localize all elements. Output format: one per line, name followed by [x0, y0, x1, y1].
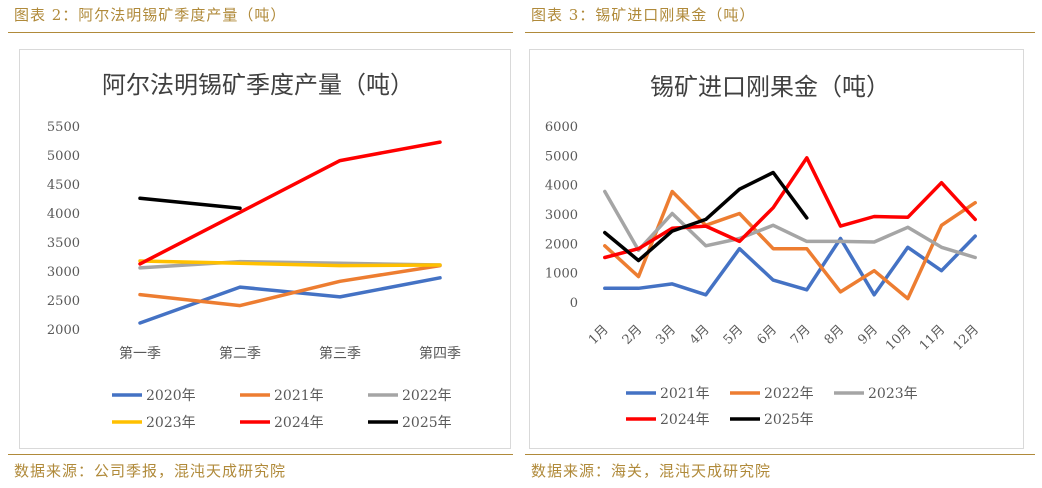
- x-tick-label: 7月: [788, 322, 814, 348]
- x-tick-label: 第三季: [319, 345, 361, 362]
- y-tick-label: 5000: [47, 149, 80, 164]
- x-tick-label: 3月: [653, 322, 679, 348]
- legend-label: 2025年: [764, 412, 814, 428]
- left-source-text: 数据来源：公司季报，混沌天成研究院: [14, 462, 287, 480]
- right-source-rule: [525, 454, 1035, 455]
- y-tick-label: 1000: [545, 267, 578, 282]
- series-line-2021年: [603, 234, 977, 297]
- series-line-2024年: [603, 156, 977, 260]
- chart-title: 锡矿进口刚果金（吨）: [650, 73, 890, 101]
- series-line-2023年: [138, 259, 442, 268]
- legend-label: 2023年: [868, 386, 918, 402]
- series-line-2024年: [138, 140, 442, 266]
- left-caption-rule: [8, 32, 513, 33]
- series-line-2025年: [603, 170, 809, 263]
- x-tick-label: 9月: [855, 322, 881, 348]
- legend-label: 2020年: [146, 388, 196, 404]
- x-tick-label: 10月: [883, 322, 914, 353]
- legend-label: 2024年: [274, 415, 324, 431]
- x-tick-label: 1月: [586, 322, 612, 348]
- left-figure-caption: 图表 2：阿尔法明锡矿季度产量（吨）: [14, 6, 287, 24]
- series-line-2022年: [603, 189, 977, 301]
- legend-label: 2022年: [764, 386, 814, 402]
- y-tick-label: 3000: [545, 208, 578, 223]
- series-line-2025年: [138, 196, 242, 210]
- right-chart-panel: 锡矿进口刚果金（吨） 6000 5000 4000 3000 2000 1000 0 1月 2月 3…: [529, 49, 1024, 449]
- left-source-rule: [8, 454, 513, 455]
- series-line-2021年: [138, 263, 442, 308]
- x-tick-label: 4月: [687, 322, 713, 348]
- x-tick-label: 6月: [754, 322, 780, 348]
- y-tick-label: 4000: [47, 207, 80, 222]
- x-tick-label: 第四季: [419, 345, 461, 362]
- right-chart-svg: 锡矿进口刚果金（吨） 6000 5000 4000 3000 2000 1000 0 1月 2月 3…: [545, 73, 982, 428]
- x-tick-label: 第二季: [219, 345, 261, 362]
- right-caption-rule: [525, 32, 1035, 33]
- y-tick-label: 2000: [47, 323, 80, 338]
- legend-label: 2021年: [274, 388, 324, 404]
- y-tick-label: 4500: [47, 178, 80, 193]
- right-source-text: 数据来源：海关，混沌天成研究院: [531, 462, 772, 480]
- y-tick-label: 2500: [47, 294, 80, 309]
- y-tick-label: 6000: [545, 120, 578, 135]
- legend-label: 2025年: [402, 415, 452, 431]
- y-tick-label: 5000: [545, 149, 578, 164]
- x-tick-label: 2月: [620, 322, 646, 348]
- left-chart-svg: 阿尔法明锡矿季度产量（吨） 5500 5000 4500 4000 3500 3000 250…: [47, 71, 461, 431]
- x-tick-label: 11月: [917, 322, 948, 353]
- x-tick-label: 8月: [822, 322, 848, 348]
- x-tick-label: 第一季: [119, 345, 161, 362]
- legend-label: 2024年: [660, 412, 710, 428]
- y-tick-label: 3500: [47, 236, 80, 251]
- legend-label: 2022年: [402, 388, 452, 404]
- left-chart-panel: 阿尔法明锡矿季度产量（吨） 5500 5000 4500 4000 3500 3000 250…: [19, 49, 511, 449]
- y-tick-label: 5500: [47, 120, 80, 135]
- y-tick-label: 2000: [545, 237, 578, 252]
- y-tick-label: 3000: [47, 265, 80, 280]
- y-tick-label: 0: [570, 296, 578, 311]
- y-tick-label: 4000: [545, 179, 578, 194]
- right-figure-caption: 图表 3：锡矿进口刚果金（吨）: [531, 6, 756, 24]
- legend-label: 2021年: [660, 386, 710, 402]
- x-tick-label: 5月: [721, 322, 747, 348]
- series-line-2023年: [603, 189, 977, 260]
- x-tick-label: 12月: [950, 322, 981, 353]
- legend-label: 2023年: [146, 415, 196, 431]
- chart-title: 阿尔法明锡矿季度产量（吨）: [102, 71, 414, 99]
